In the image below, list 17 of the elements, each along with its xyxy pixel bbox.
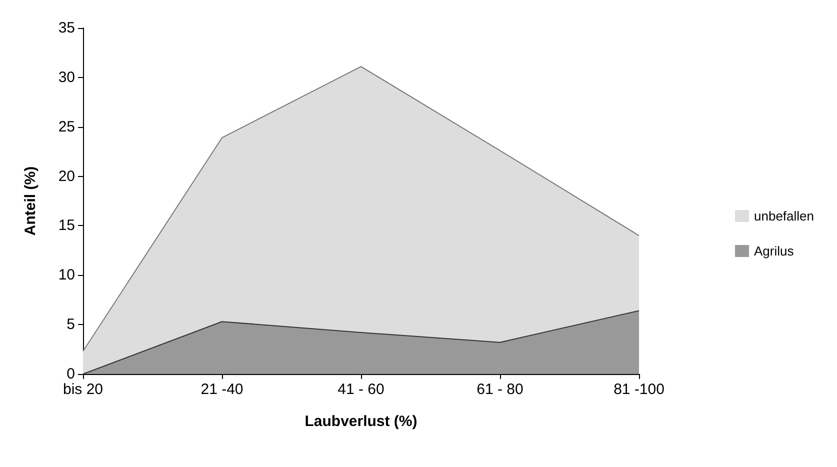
x-tick-label: 41 - 60 bbox=[338, 381, 384, 398]
y-tick-label: 20 bbox=[58, 168, 75, 185]
y-tick-label: 5 bbox=[66, 316, 75, 334]
y-tick-label: 0 bbox=[66, 366, 75, 382]
x-axis-title: Laubverlust (%) bbox=[304, 413, 418, 430]
y-tick-label: 35 bbox=[58, 20, 75, 36]
legend-label: Agrilus bbox=[754, 244, 794, 258]
x-tick-label: 81 -100 bbox=[614, 381, 664, 398]
legend-label: unbefallen bbox=[754, 208, 814, 224]
y-tick-label: 30 bbox=[58, 68, 75, 86]
y-tick-label: 25 bbox=[58, 118, 75, 136]
x-tick-label: 21 -40 bbox=[200, 381, 244, 398]
y-tick-label: 10 bbox=[58, 266, 75, 284]
y-tick-label: 15 bbox=[58, 217, 75, 234]
x-tick-label: 61 - 80 bbox=[476, 381, 524, 398]
y-axis-title: Anteil (%) bbox=[22, 166, 39, 236]
x-tick-label: bis 20 bbox=[62, 381, 104, 398]
